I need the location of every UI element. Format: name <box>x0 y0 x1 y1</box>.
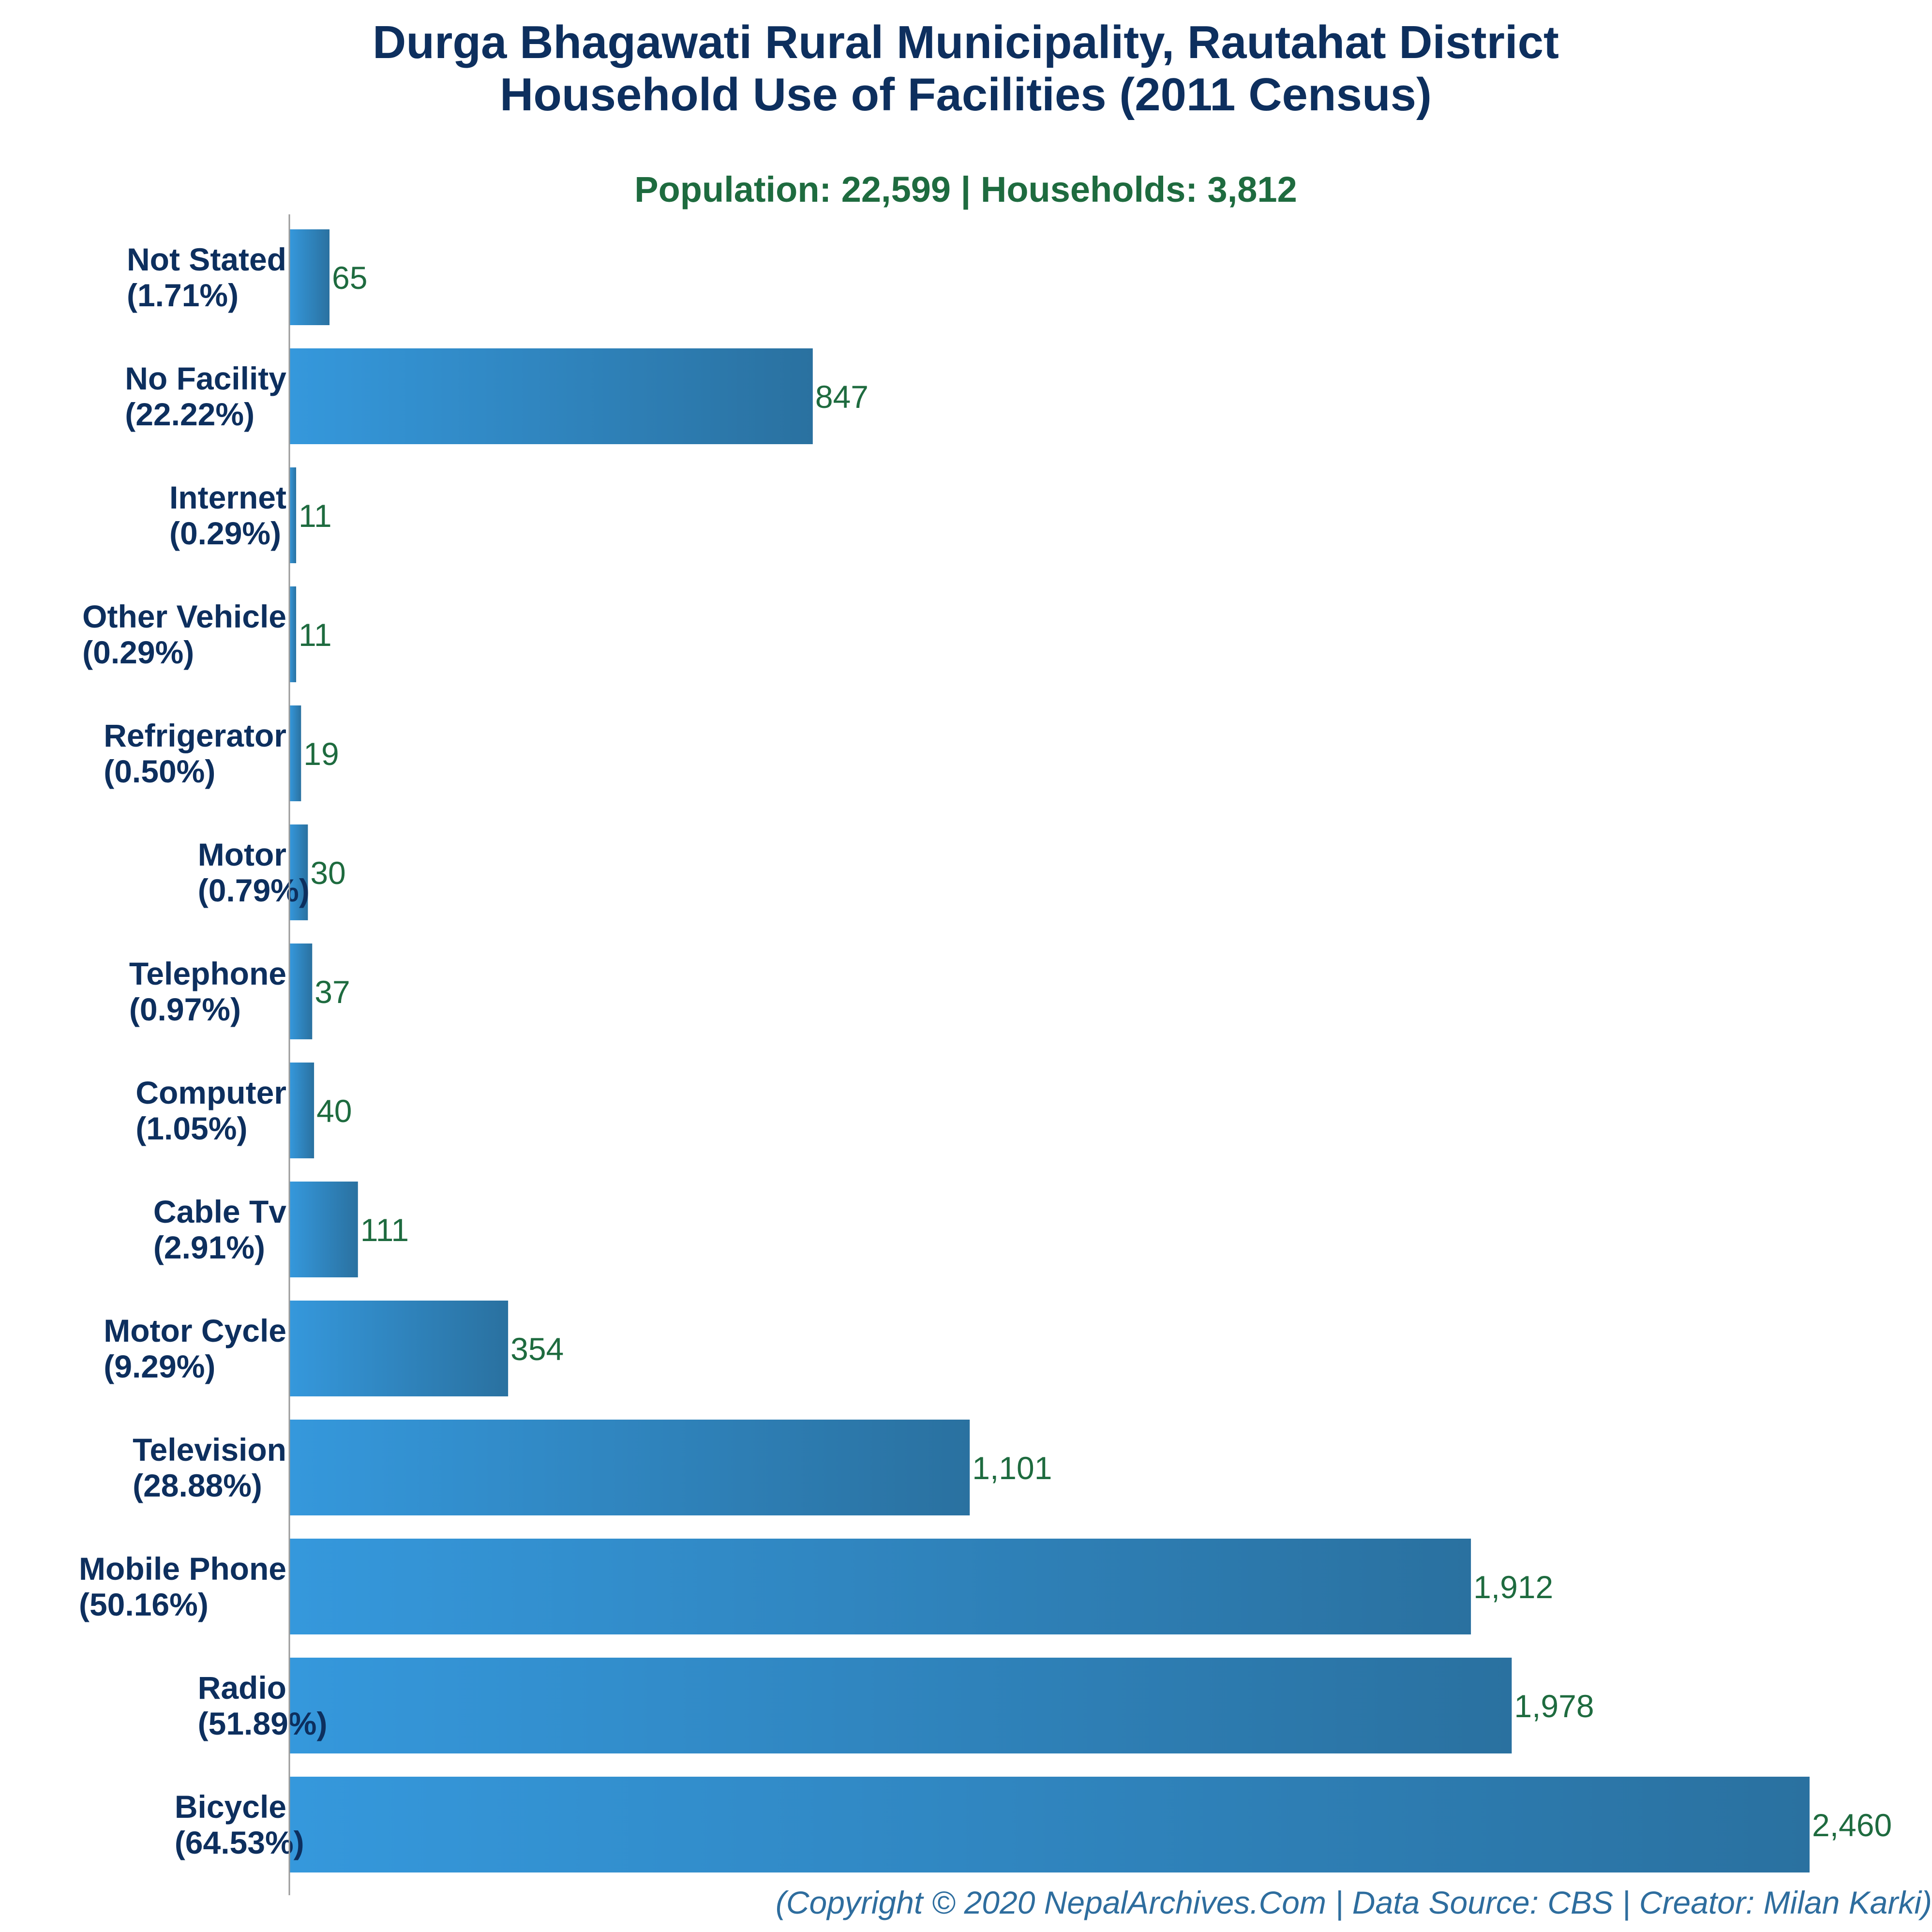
bar-internet <box>289 467 297 563</box>
category-name: Bicycle <box>175 1789 286 1825</box>
bar-motor <box>289 824 308 920</box>
category-label-not-stated: Not Stated (1.71%) <box>127 241 286 313</box>
bar-other-vehicle <box>289 586 297 682</box>
bar-refrigerator <box>289 705 301 801</box>
category-percent: (0.29%) <box>82 634 194 670</box>
category-percent: (2.91%) <box>153 1229 265 1265</box>
category-percent: (22.22%) <box>125 396 255 432</box>
bar-motor-cycle <box>289 1301 509 1396</box>
value-label-bicycle: 2,460 <box>1812 1807 1892 1843</box>
category-name: Not Stated <box>127 241 286 277</box>
footer-credit: (Copyright © 2020 NepalArchives.Com | Da… <box>776 1885 1932 1921</box>
value-label-telephone: 37 <box>315 974 350 1010</box>
category-label-other-vehicle: Other Vehicle (0.29%) <box>82 599 286 670</box>
category-name: Internet <box>169 479 286 515</box>
category-percent: (0.79%) <box>198 872 310 908</box>
value-label-internet: 11 <box>299 498 332 534</box>
bar-television <box>289 1420 970 1515</box>
category-name: Mobile Phone <box>79 1551 286 1587</box>
bar-cable-tv <box>289 1182 358 1277</box>
category-label-internet: Internet (0.29%) <box>169 479 286 551</box>
value-label-not-stated: 65 <box>332 260 367 296</box>
category-name: Television <box>133 1432 286 1468</box>
category-percent: (0.97%) <box>129 991 241 1027</box>
chart-title-line-1: Durga Bhagawati Rural Municipality, Raut… <box>373 16 1559 68</box>
category-label-motor: Motor (0.79%) <box>198 837 310 908</box>
category-label-refrigerator: Refrigerator (0.50%) <box>104 718 286 789</box>
category-percent: (50.16%) <box>79 1587 209 1622</box>
category-label-mobile-phone: Mobile Phone (50.16%) <box>79 1551 286 1622</box>
category-percent: (0.29%) <box>169 515 281 551</box>
value-label-motor-cycle: 354 <box>510 1331 564 1367</box>
bar-computer <box>289 1063 315 1158</box>
category-percent: (0.50%) <box>104 753 215 789</box>
category-label-cable-tv: Cable Tv (2.91%) <box>153 1194 286 1265</box>
category-name: Motor <box>198 837 286 872</box>
category-name: Telephone <box>129 956 286 991</box>
category-percent: (51.89%) <box>198 1706 328 1741</box>
chart-title-line-2: Household Use of Facilities (2011 Census… <box>500 69 1432 120</box>
value-label-mobile-phone: 1,912 <box>1473 1569 1553 1605</box>
category-percent: (28.88%) <box>133 1468 262 1503</box>
category-label-telephone: Telephone (0.97%) <box>129 956 286 1027</box>
bar-bicycle <box>289 1777 1810 1872</box>
category-label-radio: Radio (51.89%) <box>198 1670 328 1741</box>
bar-not-stated <box>289 229 330 325</box>
category-name: Motor Cycle <box>104 1313 286 1348</box>
value-label-no-facility: 847 <box>815 379 869 415</box>
bar-radio <box>289 1658 1512 1753</box>
category-name: Other Vehicle <box>82 599 286 634</box>
value-label-cable-tv: 111 <box>360 1212 409 1248</box>
value-label-television: 1,101 <box>972 1450 1052 1486</box>
bar-telephone <box>289 944 313 1039</box>
category-name: Radio <box>198 1670 286 1706</box>
category-label-television: Television (28.88%) <box>133 1432 286 1503</box>
category-percent: (64.53%) <box>175 1825 304 1860</box>
category-label-bicycle: Bicycle (64.53%) <box>175 1789 304 1860</box>
category-name: Computer <box>135 1075 286 1110</box>
category-percent: (1.05%) <box>135 1110 247 1146</box>
bar-mobile-phone <box>289 1539 1471 1634</box>
category-label-no-facility: No Facility (22.22%) <box>125 360 286 432</box>
category-label-computer: Computer (1.05%) <box>135 1075 286 1146</box>
category-name: Cable Tv <box>153 1194 286 1229</box>
labels-layer: 65 Not Stated (1.71%) 847 No Facility (22.22%… <box>79 241 1892 1860</box>
category-name: No Facility <box>125 360 286 396</box>
value-label-other-vehicle: 11 <box>299 617 332 653</box>
category-percent: (9.29%) <box>104 1348 215 1384</box>
value-label-radio: 1,978 <box>1514 1688 1594 1724</box>
category-label-motor-cycle: Motor Cycle (9.29%) <box>104 1313 286 1384</box>
value-label-motor: 30 <box>310 855 345 891</box>
bar-no-facility <box>289 348 813 444</box>
category-name: Refrigerator <box>104 718 286 753</box>
value-label-computer: 40 <box>316 1093 352 1129</box>
chart-subtitle: Population: 22,599 | Households: 3,812 <box>634 169 1297 210</box>
bars-layer <box>289 229 1810 1872</box>
value-label-refrigerator: 19 <box>303 736 339 772</box>
category-percent: (1.71%) <box>127 277 239 313</box>
